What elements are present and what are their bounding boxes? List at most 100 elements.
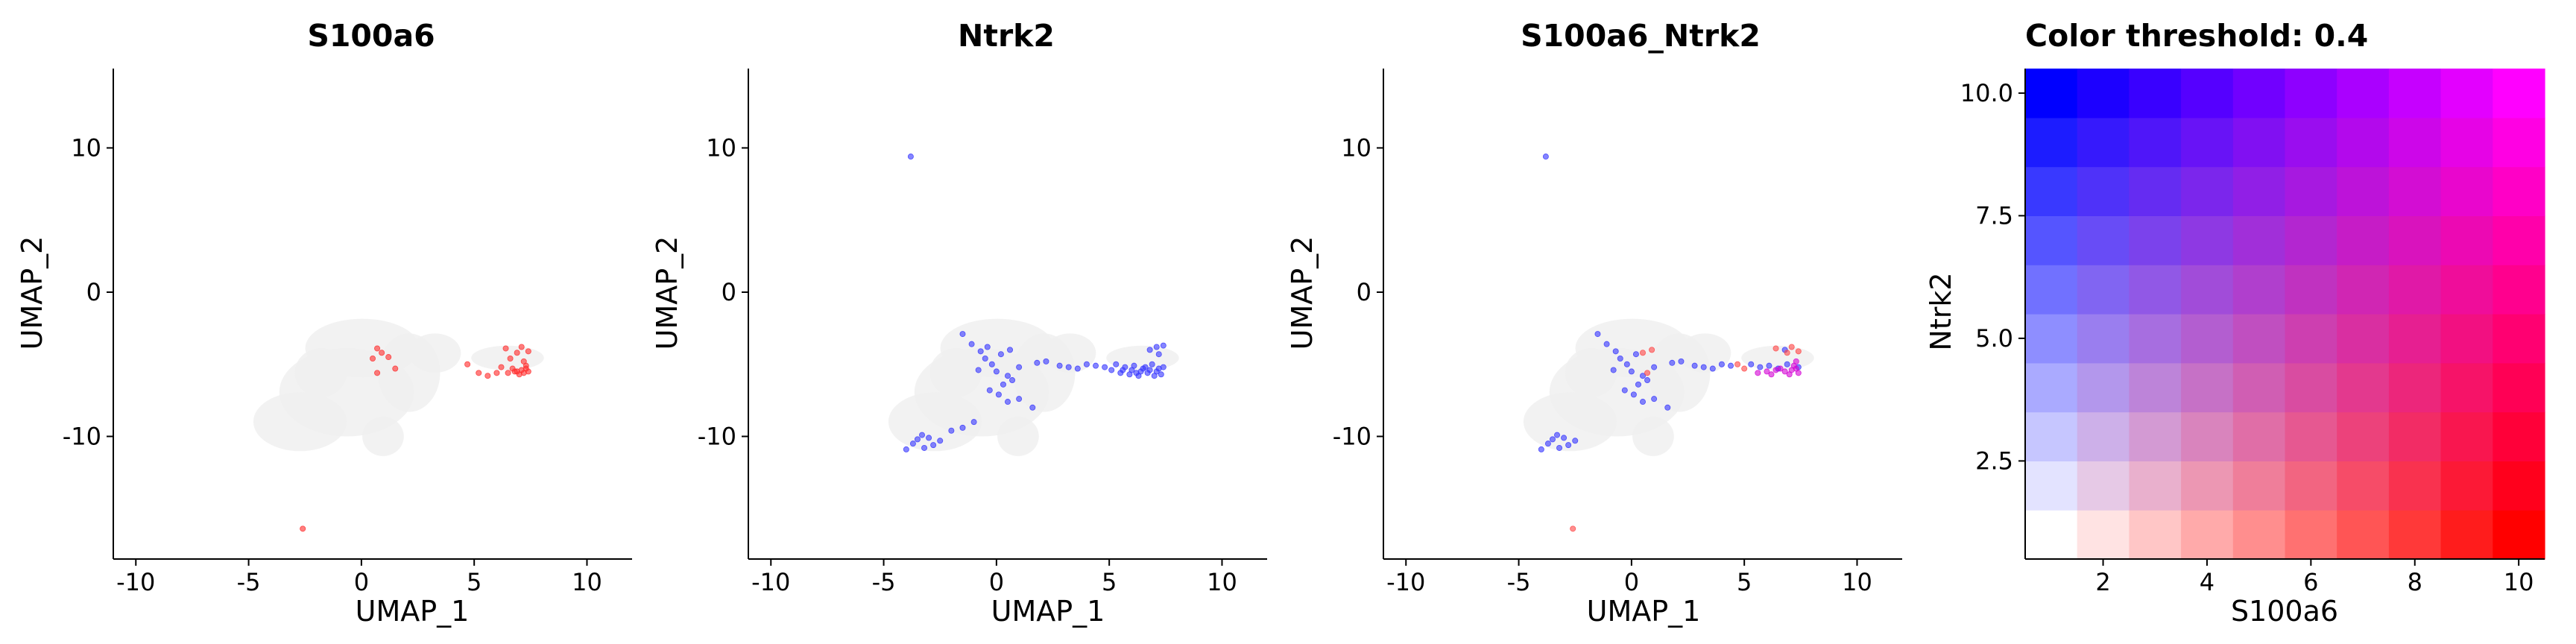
data-point — [1781, 368, 1788, 375]
data-point — [300, 525, 306, 532]
panel-title: S100a6 — [307, 18, 435, 54]
data-point — [1120, 367, 1126, 373]
data-point — [1651, 396, 1658, 402]
umap-background-cells — [253, 318, 544, 456]
data-point — [1538, 446, 1544, 452]
data-point — [1788, 344, 1795, 350]
color-cell — [2129, 166, 2182, 216]
data-point — [505, 370, 511, 376]
data-point — [926, 435, 932, 441]
data-point — [1029, 404, 1036, 411]
color-cell — [2493, 362, 2545, 413]
data-point — [984, 344, 991, 350]
color-cell — [2285, 215, 2337, 265]
data-point — [930, 442, 937, 449]
data-point — [1542, 154, 1549, 160]
y-tick-label: 2.5 — [1975, 446, 2013, 475]
data-point — [1623, 361, 1630, 367]
data-point — [385, 354, 392, 361]
color-cell — [2388, 215, 2442, 265]
data-point — [1146, 347, 1153, 353]
data-point — [907, 154, 914, 160]
data-point — [1016, 396, 1023, 402]
color-cell — [2025, 69, 2078, 119]
color-cell — [2232, 265, 2286, 315]
y-axis-label: UMAP_2 — [1286, 236, 1319, 350]
data-point — [1632, 351, 1639, 358]
color-cell — [2388, 411, 2442, 461]
y-axis-label: UMAP_2 — [16, 236, 48, 350]
data-point — [464, 361, 471, 367]
data-point — [1561, 435, 1568, 441]
data-point — [1728, 362, 1734, 369]
y-tick-label: 10 — [706, 133, 736, 162]
color-cell — [2493, 215, 2545, 265]
data-point — [1153, 344, 1160, 350]
color-cell — [2232, 117, 2286, 168]
x-tick-label: 10 — [1842, 568, 1872, 596]
y-tick-label: -10 — [698, 423, 736, 451]
data-point — [1556, 444, 1563, 451]
color-cell — [2440, 362, 2493, 413]
data-point — [1639, 399, 1646, 405]
data-point — [476, 370, 482, 376]
color-cell — [2388, 461, 2442, 511]
data-point — [507, 355, 514, 362]
expression-points — [300, 344, 531, 532]
color-cell — [2388, 69, 2442, 119]
color-cell — [2025, 411, 2078, 461]
data-point — [1043, 358, 1049, 364]
background-cell-region — [1679, 333, 1731, 373]
data-point — [1158, 371, 1164, 378]
color-cell — [2440, 265, 2493, 315]
panel-s100a6: S100a6 -10 -5 0 5 10 10 0 -10 UMAP_1 UMAP_2 — [16, 18, 632, 628]
data-point — [369, 355, 376, 362]
y-axis-label: Ntrk2 — [1925, 272, 1957, 350]
color-cell — [2337, 362, 2390, 413]
data-point — [1669, 359, 1676, 366]
color-cell — [2337, 117, 2390, 168]
axes: 2 4 6 8 10 2.5 5.0 7.5 10.0 — [1960, 69, 2545, 596]
data-point — [1000, 381, 1006, 388]
data-point — [1113, 361, 1120, 367]
data-point — [1709, 365, 1716, 372]
color-cell — [2181, 215, 2234, 265]
color-cell — [2388, 314, 2442, 364]
color-cell — [2493, 461, 2545, 511]
color-cell — [2181, 69, 2234, 119]
panel-title: Color threshold: 0.4 — [2025, 18, 2368, 54]
color-cell — [2493, 510, 2545, 560]
data-point — [986, 387, 993, 394]
x-tick-label: 0 — [1624, 568, 1639, 596]
data-point — [1795, 370, 1802, 376]
data-point — [1621, 387, 1628, 394]
color-cell — [2077, 362, 2130, 413]
data-point — [921, 444, 928, 451]
data-point — [1549, 436, 1556, 443]
data-point — [379, 350, 385, 356]
color-cell — [2232, 215, 2286, 265]
data-point — [1151, 373, 1158, 379]
data-point — [374, 345, 381, 352]
x-tick-label: -10 — [1386, 568, 1425, 596]
y-tick-label: -10 — [63, 423, 101, 451]
data-point — [1678, 358, 1685, 364]
x-tick-label: 10 — [1207, 568, 1237, 596]
color-cell — [2077, 411, 2130, 461]
x-tick-label: 10 — [572, 568, 602, 596]
color-cell — [2337, 69, 2390, 119]
color-cell — [2181, 510, 2234, 560]
data-point — [525, 368, 531, 375]
background-cell-region — [1044, 333, 1096, 373]
data-point — [1149, 361, 1155, 367]
x-tick-label: 8 — [2408, 568, 2422, 596]
data-point — [959, 331, 966, 338]
color-cell — [2337, 411, 2390, 461]
color-cell — [2129, 362, 2182, 413]
data-point — [948, 427, 955, 434]
data-point — [1146, 367, 1153, 373]
color-cell — [2025, 510, 2078, 560]
data-point — [1777, 365, 1784, 372]
data-point — [1133, 370, 1140, 376]
data-point — [1630, 391, 1637, 398]
